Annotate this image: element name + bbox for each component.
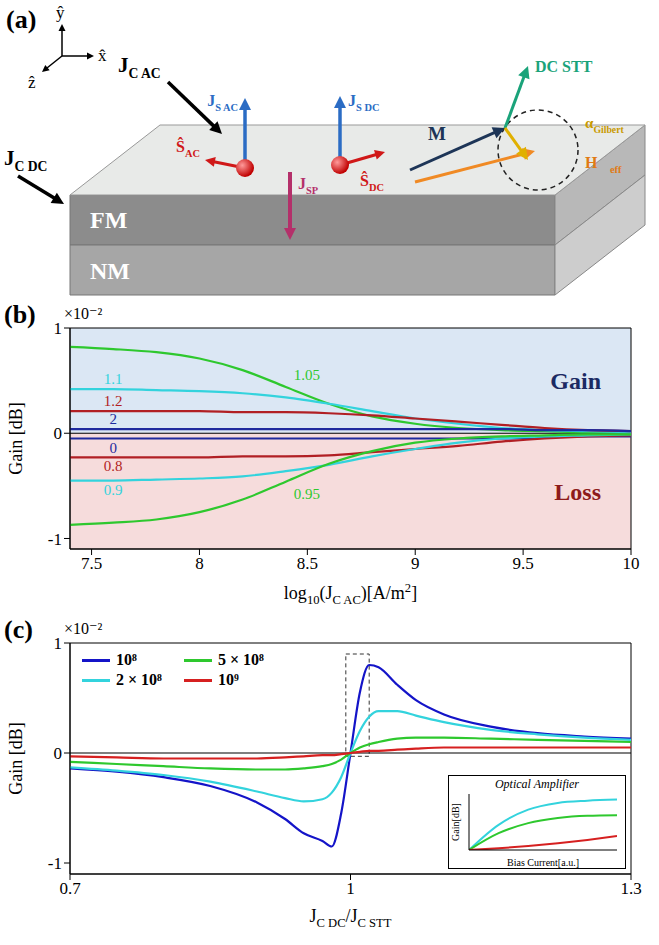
html-text:5 × 10⁸: 5 × 10⁸ bbox=[217, 651, 264, 668]
html-text:2 × 10⁸: 2 × 10⁸ bbox=[116, 671, 162, 688]
svg-text:-1: -1 bbox=[48, 854, 62, 873]
svg-text:JS AC: JS AC bbox=[207, 92, 238, 113]
html-text:×10⁻²: ×10⁻² bbox=[64, 620, 103, 637]
html-text:(c): (c) bbox=[4, 615, 33, 644]
svg-text:10: 10 bbox=[623, 554, 640, 573]
svg-text:(a): (a) bbox=[6, 5, 36, 34]
html-text:(b): (b) bbox=[4, 300, 36, 329]
svg-text:1.1: 1.1 bbox=[104, 371, 123, 387]
svg-text:JS DC: JS DC bbox=[348, 92, 379, 113]
html-text:JC DC/JC STT: JC DC/JC STT bbox=[309, 906, 392, 930]
svg-text:1.2: 1.2 bbox=[104, 393, 123, 409]
svg-text:1.3: 1.3 bbox=[620, 879, 641, 898]
svg-text:1.05: 1.05 bbox=[294, 367, 320, 383]
svg-text:JC AC: JC AC bbox=[118, 53, 161, 81]
svg-text:2: 2 bbox=[109, 411, 117, 427]
svg-text:JSP: JSP bbox=[298, 175, 319, 196]
html-text:10⁸: 10⁸ bbox=[116, 651, 137, 668]
svg-text:0: 0 bbox=[54, 744, 63, 763]
svg-text:0.9: 0.9 bbox=[104, 482, 123, 498]
svg-text:ŜDC: ŜDC bbox=[360, 171, 384, 193]
svg-text:Gain: Gain bbox=[550, 368, 601, 394]
svg-text:Gain[dB]: Gain[dB] bbox=[450, 803, 461, 841]
svg-text:1: 1 bbox=[54, 319, 63, 338]
svg-text:8: 8 bbox=[195, 554, 204, 573]
svg-text:Loss: Loss bbox=[554, 479, 601, 505]
svg-text:FM: FM bbox=[90, 207, 127, 233]
html-text:×10⁻²: ×10⁻² bbox=[64, 305, 103, 322]
svg-text:DC STT: DC STT bbox=[535, 58, 593, 75]
svg-text:Gain [dB]: Gain [dB] bbox=[6, 722, 26, 794]
svg-text:ŷ: ŷ bbox=[56, 3, 65, 22]
svg-text:0.7: 0.7 bbox=[59, 879, 81, 898]
html-text:Optical Amplifier: Optical Amplifier bbox=[494, 777, 579, 791]
svg-text:7.5: 7.5 bbox=[81, 554, 102, 573]
svg-text:9.5: 9.5 bbox=[512, 554, 533, 573]
svg-text:0: 0 bbox=[54, 424, 63, 443]
svg-text:ẑ: ẑ bbox=[28, 73, 36, 92]
svg-text:ŜAC: ŜAC bbox=[176, 137, 200, 159]
svg-text:0.8: 0.8 bbox=[104, 458, 123, 474]
svg-text:M⃗: M⃗ bbox=[428, 123, 461, 144]
svg-text:NM: NM bbox=[90, 258, 130, 284]
svg-text:0.95: 0.95 bbox=[294, 486, 320, 502]
html-text:10⁹: 10⁹ bbox=[217, 671, 239, 688]
svg-text:1: 1 bbox=[346, 879, 355, 898]
svg-text:9: 9 bbox=[411, 554, 420, 573]
svg-text:αGilbert: αGilbert bbox=[585, 115, 624, 135]
svg-text:H⃗eff: H⃗eff bbox=[585, 154, 622, 175]
svg-text:x̂: x̂ bbox=[98, 46, 107, 65]
svg-text:Gain [dB]: Gain [dB] bbox=[6, 402, 26, 474]
svg-text:1: 1 bbox=[54, 634, 63, 653]
svg-text:JC DC: JC DC bbox=[4, 146, 47, 174]
svg-text:0: 0 bbox=[109, 440, 117, 456]
html-text:log10(JC AC)[A/m2]: log10(JC AC)[A/m2] bbox=[283, 581, 418, 607]
svg-text:8.5: 8.5 bbox=[297, 554, 318, 573]
svg-text:Bias Current[a.u.]: Bias Current[a.u.] bbox=[507, 857, 579, 868]
svg-text:-1: -1 bbox=[48, 530, 62, 549]
